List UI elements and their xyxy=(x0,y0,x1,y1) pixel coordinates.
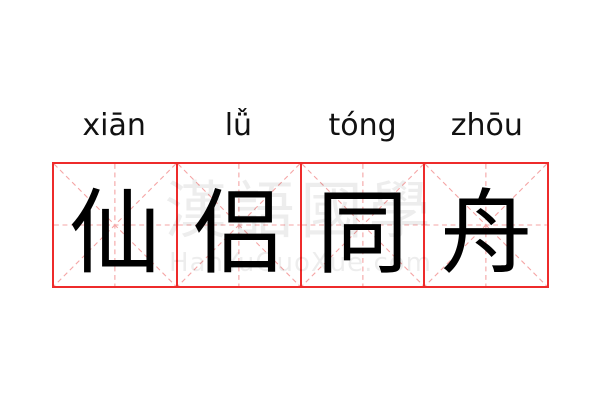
pinyin-4: zhōu xyxy=(450,108,523,143)
pinyin-2: lǚ xyxy=(224,108,253,143)
character-4: 舟 xyxy=(440,179,533,287)
character-cell: 舟 xyxy=(425,164,547,287)
character-cell: 侣 xyxy=(177,164,302,287)
character-3: 同 xyxy=(316,179,409,287)
guide-lines xyxy=(54,164,176,286)
guide-lines xyxy=(177,164,300,286)
character-1: 仙 xyxy=(68,179,161,287)
guide-lines xyxy=(301,164,424,286)
pinyin-row: xiān lǚ tóng zhōu xyxy=(52,104,549,148)
character-cell: 仙 xyxy=(54,164,178,287)
character-grid: 仙 侣 同 舟 xyxy=(52,162,549,288)
character-cell: 同 xyxy=(301,164,426,287)
guide-lines xyxy=(425,164,547,286)
pinyin-1: xiān xyxy=(82,108,146,143)
character-2: 侣 xyxy=(192,179,285,287)
pinyin-3: tóng xyxy=(328,108,397,143)
